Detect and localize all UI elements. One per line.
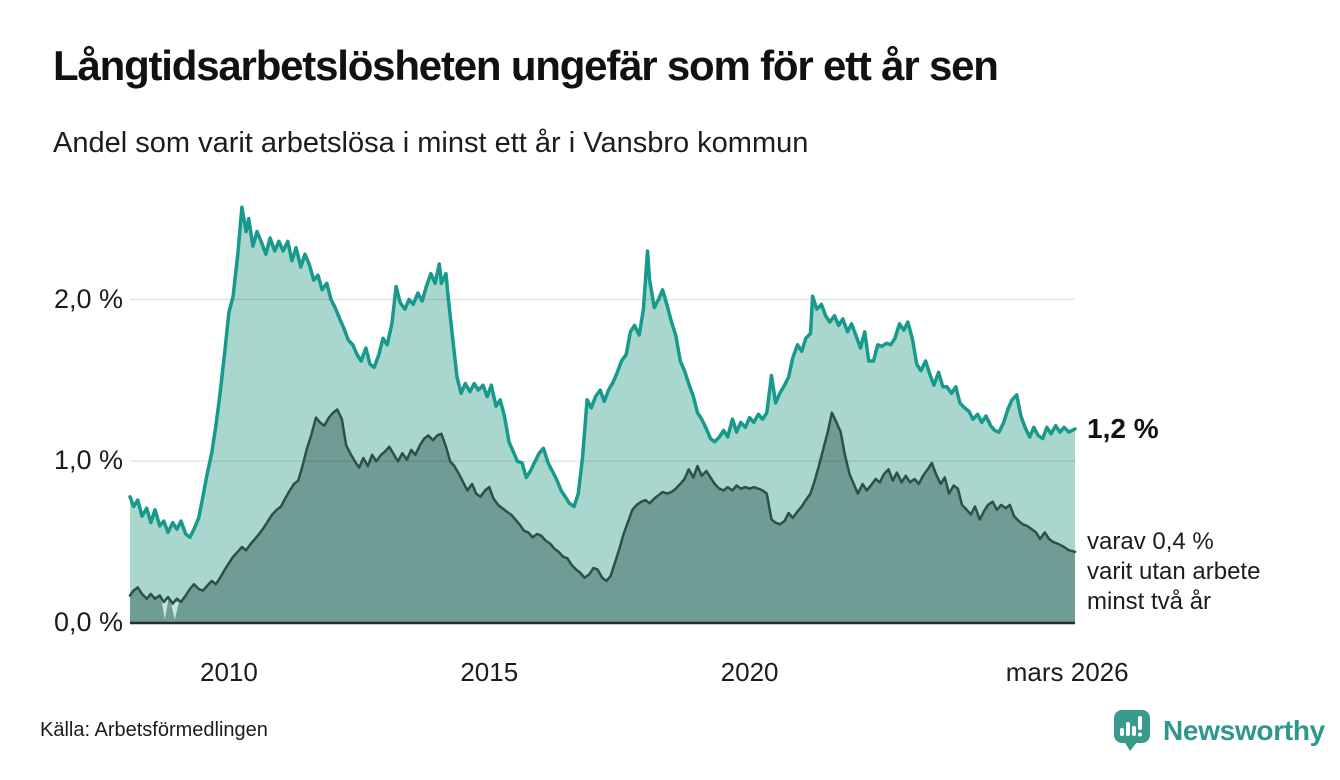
y-tick-label: 2,0 % — [53, 283, 123, 314]
x-tick-label: mars 2026 — [1005, 657, 1129, 687]
two-year-annotation-line3: minst två år — [1087, 588, 1212, 615]
x-tick-label: 2010 — [200, 657, 258, 687]
two-year-annotation: varav 0,4 % varit utan arbete minst två … — [1087, 527, 1260, 617]
newsworthy-wordmark: Newsworthy — [1163, 715, 1325, 746]
two-year-annotation-line2: varit utan arbete — [1087, 558, 1261, 585]
plot-area — [128, 190, 1077, 630]
chart-title: Långtidsarbetslösheten ungefär som för e… — [53, 42, 999, 89]
latest-value-annotation: 1,2 % — [1087, 413, 1159, 444]
newsworthy-chart-bubble-icon — [1114, 710, 1150, 751]
fill-dip-artifact — [161, 598, 169, 620]
x-tick-label: 2020 — [720, 657, 779, 687]
fill-dip-artifact — [170, 601, 179, 620]
series-two-year-line — [128, 408, 1077, 605]
chart-subtitle: Andel som varit arbetslösa i minst ett å… — [53, 127, 809, 159]
x-tick-label: 2015 — [460, 657, 519, 687]
y-tick-label: 0,0 % — [53, 607, 123, 637]
source-label: Källa: Arbetsförmedlingen — [40, 719, 268, 741]
newsworthy-logo: Newsworthy — [1112, 708, 1325, 752]
series-one-year-line — [128, 205, 1077, 540]
y-tick-label: 1,0 % — [53, 445, 123, 476]
two-year-annotation-line1: varav 0,4 % — [1087, 528, 1214, 555]
area-chart-svg — [128, 205, 1077, 625]
series-two-year-area — [130, 409, 1075, 623]
